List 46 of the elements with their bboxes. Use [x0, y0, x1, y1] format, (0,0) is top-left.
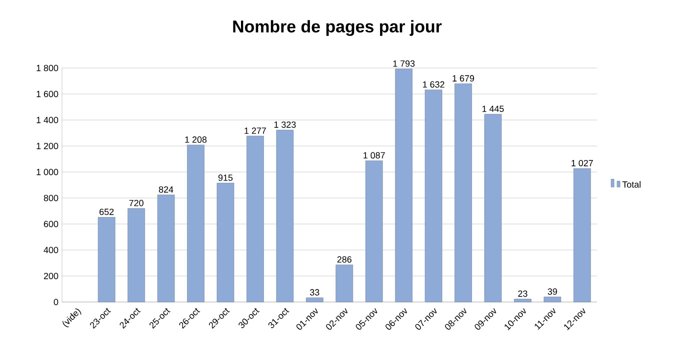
y-tick-label: 1 200 [36, 142, 58, 150]
data-label: 1 445 [482, 106, 504, 112]
y-tick-label: 400 [44, 246, 58, 254]
chart-title: Nombre de pages par jour [233, 20, 442, 36]
data-label: 286 [337, 256, 352, 263]
bar [424, 90, 442, 302]
data-label: 652 [100, 208, 114, 216]
bar [365, 160, 383, 302]
legend-label: Total [622, 181, 641, 188]
y-tick-label: 1 600 [36, 90, 58, 98]
bar [216, 182, 234, 302]
bar [454, 84, 472, 302]
y-tick-label: 600 [44, 220, 58, 228]
data-label: 1 027 [572, 160, 593, 166]
bar [306, 298, 324, 302]
bar [574, 168, 591, 302]
data-label: 1 632 [423, 81, 444, 88]
bar [544, 296, 562, 302]
data-label: 39 [548, 288, 557, 295]
data-label: 1 208 [185, 136, 207, 143]
bar [128, 208, 145, 302]
bar [98, 217, 116, 302]
bar [187, 144, 204, 302]
y-tick-label: 200 [44, 272, 58, 280]
data-label: 1 679 [452, 75, 474, 82]
data-label: 1 087 [364, 152, 385, 158]
y-tick-label: 800 [44, 194, 58, 202]
y-tick-label: 0 [54, 298, 58, 306]
data-label: 720 [129, 200, 144, 206]
data-label: 1 277 [244, 128, 266, 134]
bar [276, 130, 294, 302]
bar [514, 298, 532, 302]
bar [157, 194, 175, 302]
data-label: 33 [310, 289, 320, 296]
data-label: 1 323 [274, 121, 296, 128]
bar [336, 264, 354, 302]
bar [484, 114, 502, 302]
data-label: 824 [158, 186, 174, 193]
data-label: 1 793 [393, 60, 415, 67]
y-tick-label: 1 800 [36, 64, 58, 72]
data-label: 23 [518, 290, 528, 297]
y-tick-label: 1 000 [36, 168, 58, 176]
y-tick-label: 1 400 [36, 116, 58, 124]
data-label: 915 [218, 174, 233, 181]
bar [395, 68, 412, 302]
bar [246, 136, 264, 302]
